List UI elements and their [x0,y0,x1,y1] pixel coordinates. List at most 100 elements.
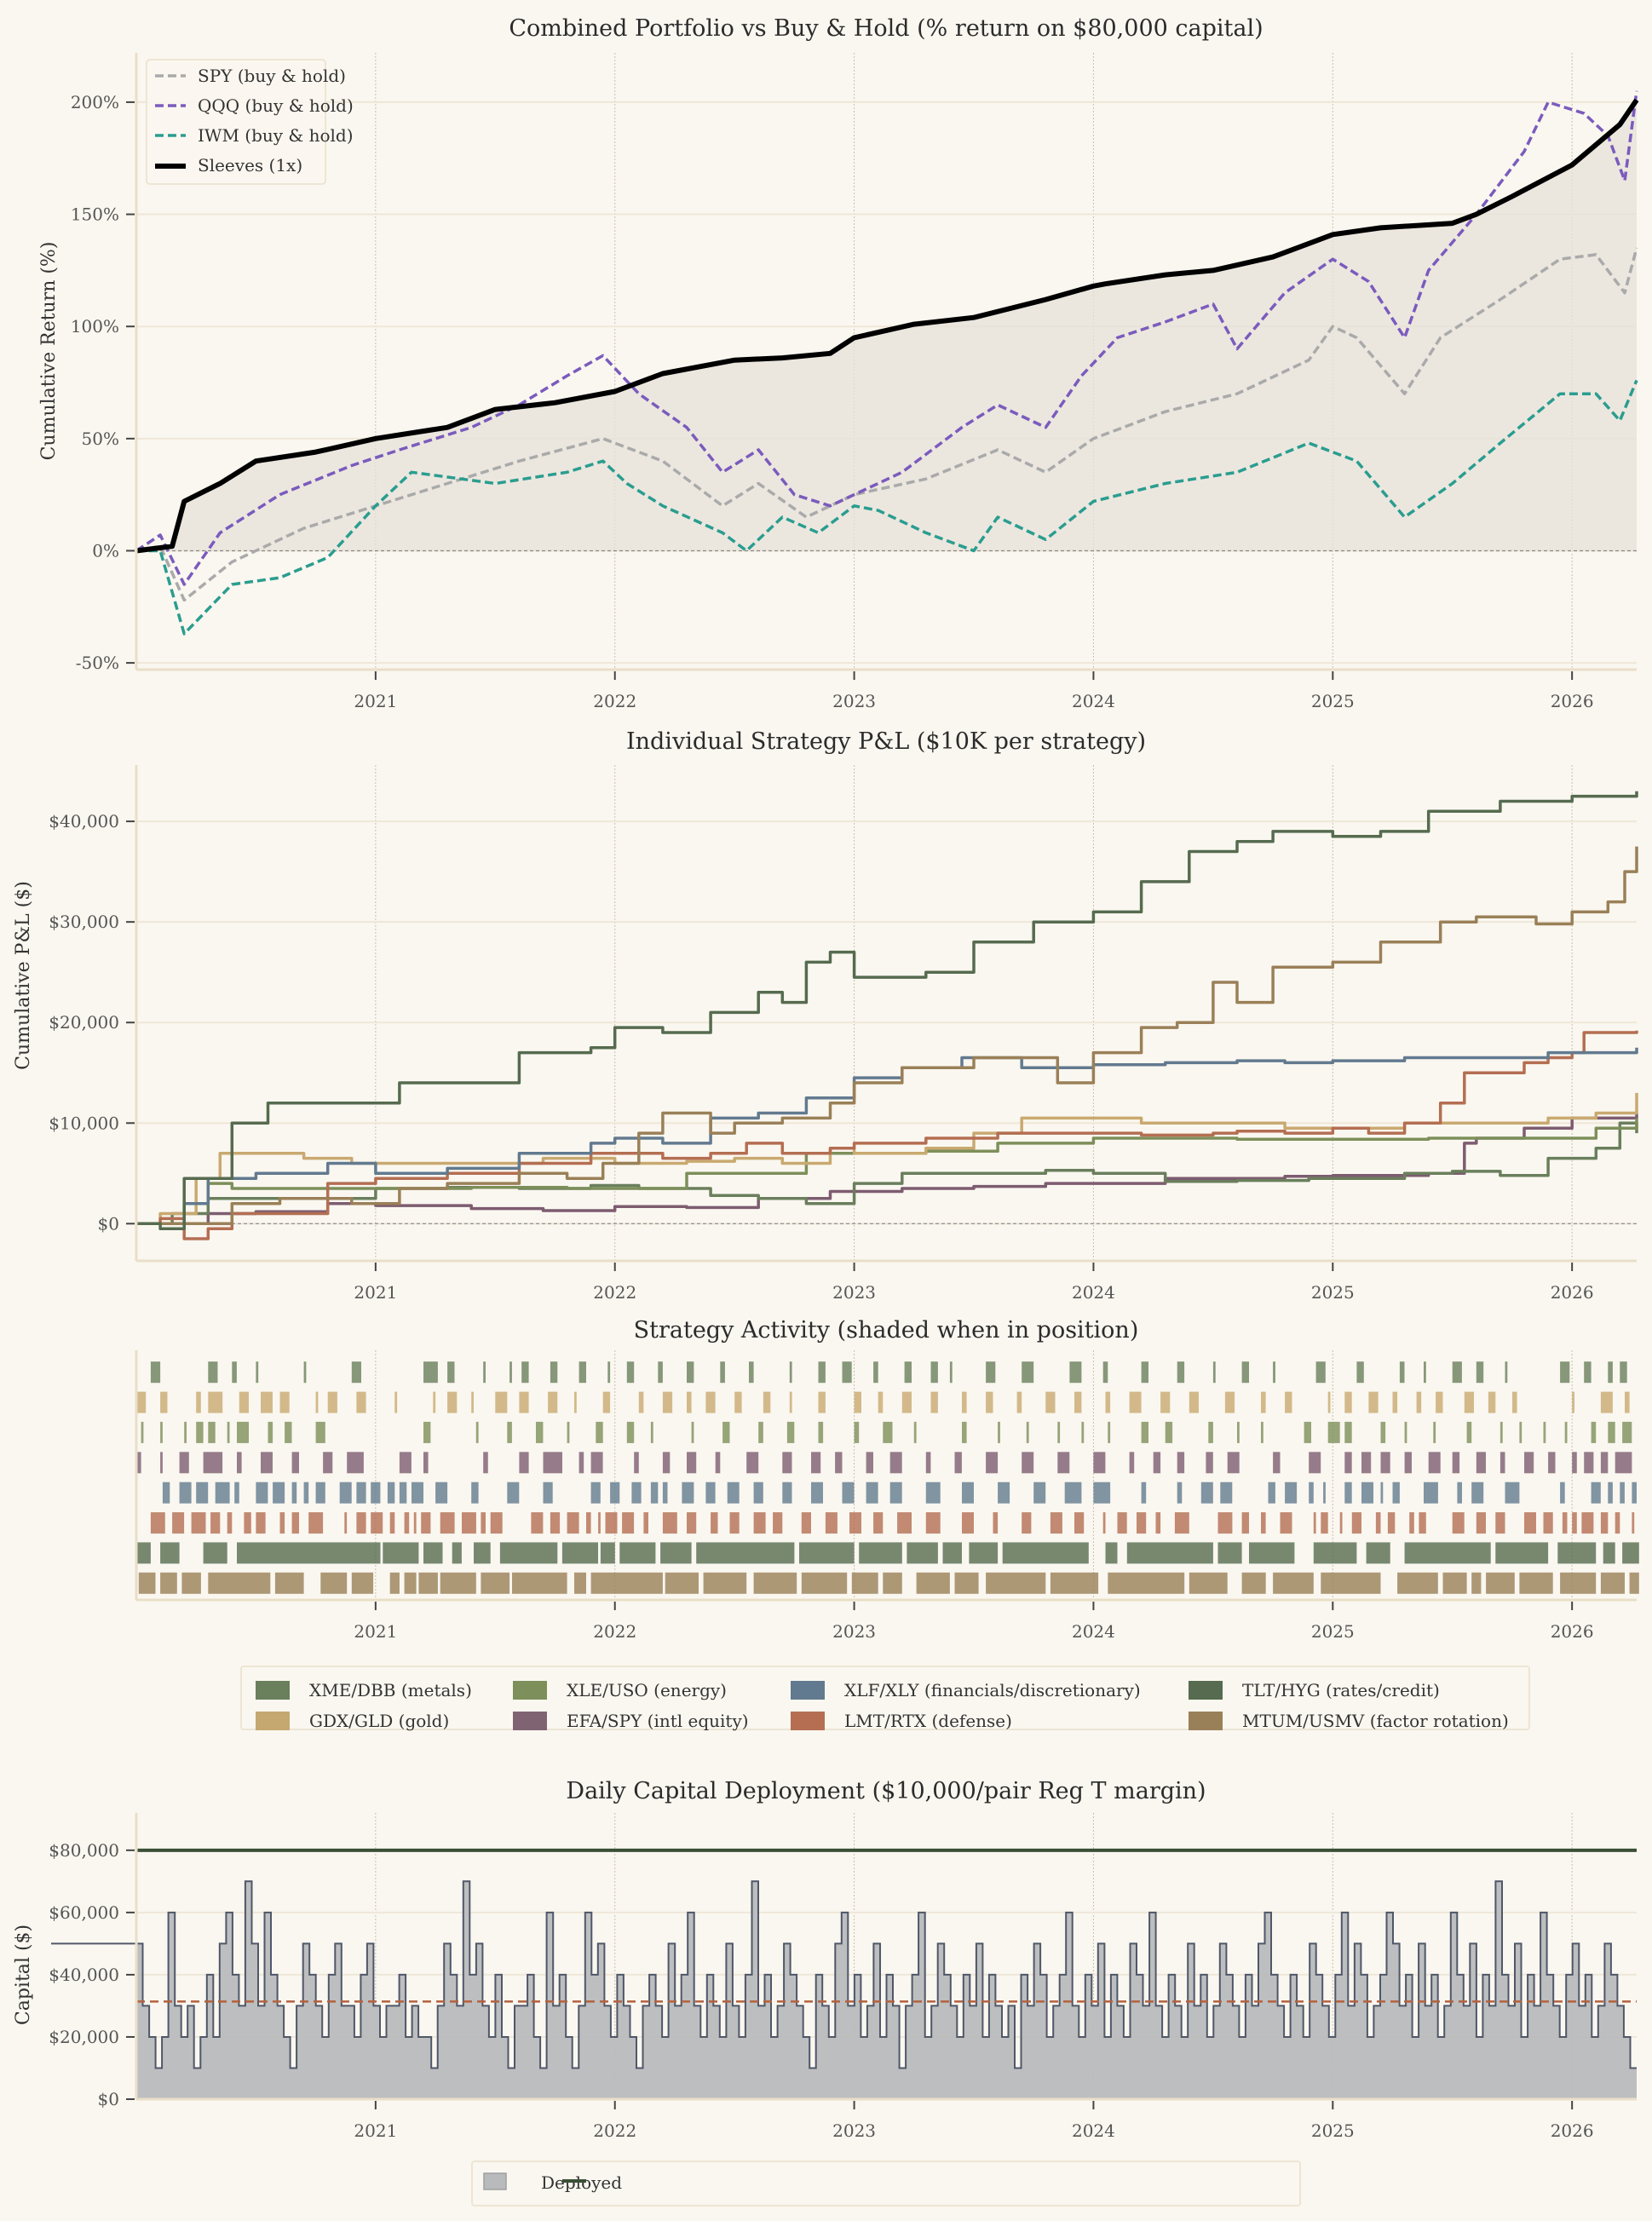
activity-bar [507,1421,512,1443]
activity-bar [1137,1512,1147,1534]
activity-bar [786,1421,795,1443]
grid [136,765,1637,1261]
activity-bar [1615,1452,1632,1474]
chart-title: Daily Capital Deployment ($10,000/pair R… [566,1778,1206,1804]
activity-bar [789,1361,792,1384]
activity-bar [1519,1572,1553,1594]
legend-label-xle-uso-energy: XLE/USO (energy) [567,1680,727,1700]
activity-bar [418,1572,438,1594]
activity-bar [1105,1542,1118,1564]
activity-bar [291,1452,299,1474]
series-line-xlf-xly-financials-discretionary [136,1047,1638,1226]
activity-bar [227,1512,233,1534]
activity-bar [1126,1542,1213,1564]
y-tick-label: $0 [98,2089,119,2109]
activity-bar [1268,1482,1275,1504]
activity-bar [729,1512,740,1534]
legend-label-efa-spy-intl-equity: EFA/SPY (intl equity) [567,1711,749,1731]
activity-bar [705,1482,716,1504]
activity-bar [889,1482,902,1504]
activity-bar [1495,1542,1549,1564]
activity-bar [1404,1452,1412,1474]
activity-bar [696,1542,795,1564]
activity-bar [1486,1572,1515,1594]
activity-bar [1327,1421,1340,1443]
activity-bar [1309,1482,1314,1504]
activity-bar [141,1421,144,1443]
activity-bar [138,1572,156,1594]
legend-label-xlf-xly-financials-discretionary: XLF/XLY (financials/discretionary) [844,1680,1141,1700]
activity-bar [574,1572,586,1594]
activity-bar [1622,1542,1639,1564]
activity-row-gdx-gld-gold [136,1391,1630,1413]
activity-bar [433,1391,436,1413]
activity-bar [1457,1482,1462,1504]
activity-bar [1206,1452,1213,1474]
activity-bar [818,1361,826,1384]
activity-bar [782,1482,792,1504]
activity-bar [962,1512,974,1534]
legend-label-lmt-rtx-defense: LMT/RTX (defense) [844,1711,1012,1731]
x-tick-label: 2026 [1551,2120,1594,2141]
activity-bar [191,1512,206,1534]
activity-bar [1424,1482,1438,1504]
activity-bar [1224,1391,1235,1413]
activity-bar [1476,1361,1484,1384]
activity-bar [773,1512,783,1534]
activity-bar [727,1482,740,1504]
activity-bar [720,1361,725,1384]
activity-bar [897,1512,912,1534]
activity-bar [705,1391,716,1413]
activity-bar [1560,1361,1570,1384]
x-tick-label: 2026 [1551,691,1594,711]
legend-swatch-xlf-xly-financials-discretionary [791,1681,825,1700]
activity-bar [1600,1391,1613,1413]
activity-bar [1273,1452,1281,1474]
activity-bar [1212,1361,1216,1384]
activity-bar [1476,1452,1486,1474]
activity-bar [483,1361,486,1384]
activity-bar [371,1482,381,1504]
activity-bar [619,1542,656,1564]
activity-bar [234,1482,239,1504]
activity-bar [1261,1512,1266,1534]
activity-bar [873,1361,878,1384]
activity-bar [907,1542,938,1564]
activity-bar [1560,1572,1597,1594]
activity-row-xme-dbb-metals [150,1361,1627,1384]
activity-bar [789,1391,792,1413]
x-tick-label: 2025 [1311,2120,1355,2141]
activity-bar [237,1542,381,1564]
activity-bar [1141,1361,1148,1384]
activity-bar [1315,1361,1326,1384]
activity-bar [196,1421,204,1443]
activity-bar [279,1391,290,1413]
activity-bar [1600,1572,1625,1594]
activity-bar [610,1482,620,1504]
activity-bar [1471,1482,1484,1504]
activity-bar [490,1512,503,1534]
activity-bar [1022,1452,1034,1474]
activity-bar [662,1452,671,1474]
activity-bar [1380,1421,1386,1443]
activity-bar [1129,1391,1142,1413]
y-tick-label: 200% [71,92,119,112]
activity-bar [150,1512,165,1534]
activity-bar [347,1452,364,1474]
axes: 2021 2022 2023 2024 2025 2026 -50% 0% 50% 100% 150… [71,53,1637,711]
activity-bar [1177,1482,1183,1504]
activity-bar [1600,1452,1609,1474]
activity-bar [232,1361,237,1384]
activity-bars [136,1361,1639,1594]
activity-bar [1261,1391,1266,1413]
y-tick-label: 150% [71,204,119,225]
x-tick-label: 2022 [593,691,636,711]
activity-bar [1102,1361,1108,1384]
y-tick-label: 0% [92,540,119,561]
activity-bar [930,1391,938,1413]
activity-bar [1512,1391,1517,1413]
activity-bar [561,1542,598,1564]
series-line-mtum-usmv-factor-rotation [136,846,1638,1226]
x-tick-label: 2026 [1551,1621,1594,1642]
